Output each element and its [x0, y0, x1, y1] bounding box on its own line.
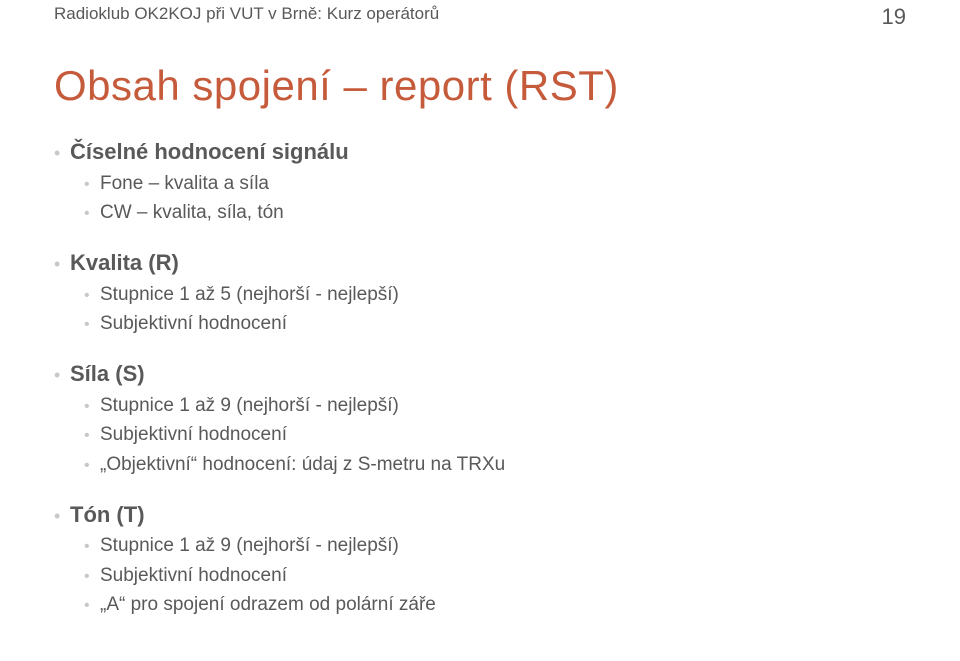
- bullet-icon: •: [54, 362, 70, 388]
- list-item: • Stupnice 1 až 5 (nejhorší - nejlepší): [84, 281, 906, 309]
- bullet-icon: •: [84, 594, 100, 617]
- item-text: Stupnice 1 až 5 (nejhorší - nejlepší): [100, 281, 399, 309]
- bullet-icon: •: [84, 313, 100, 336]
- bullet-icon: •: [84, 424, 100, 447]
- section-heading: • Kvalita (R): [54, 247, 906, 279]
- heading-text: Číselné hodnocení signálu: [70, 136, 349, 168]
- section-heading: • Číselné hodnocení signálu: [54, 136, 906, 168]
- page-number: 19: [882, 4, 906, 30]
- bullet-icon: •: [84, 202, 100, 225]
- list-item: • CW – kvalita, síla, tón: [84, 199, 906, 227]
- heading-text: Síla (S): [70, 358, 145, 390]
- heading-text: Kvalita (R): [70, 247, 179, 279]
- item-text: Stupnice 1 až 9 (nejhorší - nejlepší): [100, 392, 399, 420]
- header-title: Radioklub OK2KOJ při VUT v Brně: Kurz op…: [54, 4, 439, 24]
- list-item: • Subjektivní hodnocení: [84, 421, 906, 449]
- item-text: Subjektivní hodnocení: [100, 310, 287, 338]
- list-item: • Subjektivní hodnocení: [84, 562, 906, 590]
- bullet-icon: •: [84, 284, 100, 307]
- item-text: „Objektivní“ hodnocení: údaj z S-metru n…: [100, 451, 505, 479]
- list-item: • „Objektivní“ hodnocení: údaj z S-metru…: [84, 451, 906, 479]
- bullet-icon: •: [84, 535, 100, 558]
- heading-text: Tón (T): [70, 499, 145, 531]
- bullet-icon: •: [54, 503, 70, 529]
- item-text: Subjektivní hodnocení: [100, 562, 287, 590]
- list-item: • Stupnice 1 až 9 (nejhorší - nejlepší): [84, 532, 906, 560]
- section-heading: • Tón (T): [54, 499, 906, 531]
- bullet-icon: •: [84, 454, 100, 477]
- item-text: CW – kvalita, síla, tón: [100, 199, 284, 227]
- section-heading: • Síla (S): [54, 358, 906, 390]
- slide: Radioklub OK2KOJ při VUT v Brně: Kurz op…: [0, 0, 960, 661]
- bullet-icon: •: [84, 173, 100, 196]
- bullet-icon: •: [84, 395, 100, 418]
- list-item: • „A“ pro spojení odrazem od polární zář…: [84, 591, 906, 619]
- slide-title: Obsah spojení – report (RST): [54, 62, 906, 110]
- list-item: • Subjektivní hodnocení: [84, 310, 906, 338]
- item-text: Fone – kvalita a síla: [100, 170, 269, 198]
- item-text: Stupnice 1 až 9 (nejhorší - nejlepší): [100, 532, 399, 560]
- bullet-icon: •: [84, 565, 100, 588]
- list-item: • Fone – kvalita a síla: [84, 170, 906, 198]
- slide-header: Radioklub OK2KOJ při VUT v Brně: Kurz op…: [54, 0, 906, 30]
- list-item: • Stupnice 1 až 9 (nejhorší - nejlepší): [84, 392, 906, 420]
- bullet-icon: •: [54, 251, 70, 277]
- item-text: Subjektivní hodnocení: [100, 421, 287, 449]
- slide-content: • Číselné hodnocení signálu • Fone – kva…: [54, 136, 906, 619]
- bullet-icon: •: [54, 140, 70, 166]
- item-text: „A“ pro spojení odrazem od polární záře: [100, 591, 436, 619]
